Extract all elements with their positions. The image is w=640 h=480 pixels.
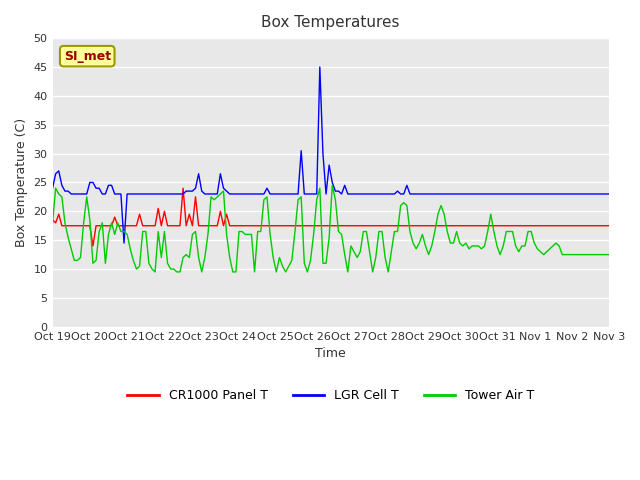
- CR1000 Panel T: [117, 223, 125, 228]
- Line: Tower Air T: Tower Air T: [52, 185, 609, 272]
- LGR Cell T: [593, 191, 600, 197]
- Legend: CR1000 Panel T, LGR Cell T, Tower Air T: CR1000 Panel T, LGR Cell T, Tower Air T: [122, 384, 539, 407]
- Tower Air T: [49, 220, 56, 226]
- LGR Cell T: [605, 191, 612, 197]
- CR1000 Panel T: [49, 217, 56, 223]
- LGR Cell T: [167, 191, 175, 197]
- CR1000 Panel T: [593, 223, 600, 228]
- Tower Air T: [605, 252, 612, 257]
- CR1000 Panel T: [266, 223, 274, 228]
- CR1000 Panel T: [179, 185, 187, 191]
- LGR Cell T: [49, 185, 56, 191]
- LGR Cell T: [120, 240, 128, 246]
- Tower Air T: [114, 220, 122, 226]
- Line: LGR Cell T: LGR Cell T: [52, 67, 609, 243]
- Y-axis label: Box Temperature (C): Box Temperature (C): [15, 118, 28, 247]
- CR1000 Panel T: [549, 223, 557, 228]
- Tower Air T: [151, 269, 159, 275]
- LGR Cell T: [316, 64, 324, 70]
- Line: CR1000 Panel T: CR1000 Panel T: [52, 188, 609, 246]
- LGR Cell T: [263, 185, 271, 191]
- Tower Air T: [549, 243, 557, 249]
- CR1000 Panel T: [605, 223, 612, 228]
- Tower Air T: [167, 266, 175, 272]
- Tower Air T: [58, 194, 66, 200]
- Tower Air T: [263, 194, 271, 200]
- Title: Box Temperatures: Box Temperatures: [262, 15, 400, 30]
- LGR Cell T: [114, 191, 122, 197]
- Text: SI_met: SI_met: [63, 49, 111, 63]
- Tower Air T: [593, 252, 600, 257]
- LGR Cell T: [549, 191, 557, 197]
- CR1000 Panel T: [58, 223, 66, 228]
- CR1000 Panel T: [167, 223, 175, 228]
- LGR Cell T: [58, 182, 66, 188]
- Tower Air T: [328, 182, 336, 188]
- CR1000 Panel T: [89, 243, 97, 249]
- X-axis label: Time: Time: [316, 347, 346, 360]
